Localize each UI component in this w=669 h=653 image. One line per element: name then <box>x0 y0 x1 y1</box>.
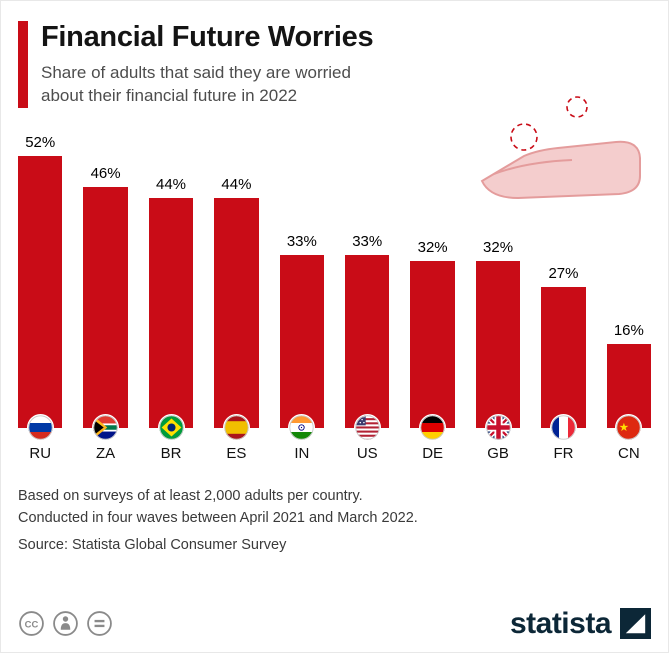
category-label: IN <box>294 445 310 463</box>
flag-br-icon <box>157 414 185 442</box>
bar <box>475 261 521 429</box>
bar-value-label: 44% <box>156 176 187 194</box>
hand-coins-graphic <box>480 96 641 200</box>
category-label: RU <box>29 445 52 463</box>
source-line: Source: Statista Global Consumer Survey <box>18 536 287 553</box>
header-text: Financial Future Worries Share of adults… <box>41 21 374 108</box>
hand-detail-line <box>493 159 573 175</box>
dashed-coin-icon <box>510 123 538 151</box>
bar <box>148 198 194 429</box>
footnote-line-1: Based on surveys of at least 2,000 adult… <box>18 488 363 505</box>
dashed-coin-icon <box>566 96 588 118</box>
flag-ru-icon <box>26 414 54 442</box>
flag-za-icon <box>92 414 120 442</box>
cc-license-badges: CC <box>18 610 113 637</box>
bar <box>18 156 63 429</box>
bar-value-label: 46% <box>90 165 121 183</box>
bar <box>83 187 128 429</box>
svg-text:CC: CC <box>25 619 39 630</box>
bar <box>214 198 259 429</box>
statista-logo-text: statista <box>509 606 612 640</box>
category-label: ZA <box>96 445 116 463</box>
cc-icon[interactable]: CC <box>18 610 45 637</box>
chart-column: 32% DE <box>410 239 455 463</box>
chart-column: 44% ES <box>214 176 259 463</box>
category-label: DE <box>422 445 444 463</box>
bar-chart: 52% RU 46% ZA 44% BR 44% ES 33% IN 33% US 32% DE 32% GB… <box>1 134 668 462</box>
svg-text:★: ★ <box>619 421 629 434</box>
bar-value-label: 33% <box>352 233 383 251</box>
bar-value-label: 32% <box>417 239 448 257</box>
subtitle-line-2: about their financial future in 2022 <box>41 86 298 106</box>
chart-column: 32% GB <box>475 239 521 463</box>
chart-column: 27% FR <box>541 265 586 463</box>
bar-value-label: 16% <box>613 322 644 340</box>
title-accent-bar <box>18 21 28 109</box>
bar <box>541 287 586 429</box>
flag-in-icon <box>288 414 316 442</box>
bar <box>410 261 455 429</box>
subtitle-line-1: Share of adults that said they are worri… <box>41 63 351 83</box>
flag-fr-icon <box>549 414 577 442</box>
page-title: Financial Future Worries <box>41 21 374 53</box>
flag-cn-icon: ★ <box>615 414 643 442</box>
chart-column: 52% RU <box>18 134 63 463</box>
equals-icon[interactable] <box>86 610 113 637</box>
flag-es-icon <box>222 414 250 442</box>
bar-value-label: 32% <box>483 239 514 257</box>
open-hand-icon <box>480 140 641 200</box>
chart-column: 16% ★ CN <box>606 322 652 463</box>
header: Financial Future Worries Share of adults… <box>1 1 668 109</box>
attribution-icon[interactable] <box>52 610 79 637</box>
category-label: FR <box>553 445 574 463</box>
bar-value-label: 52% <box>25 134 56 152</box>
chart-column: 33% IN <box>279 233 325 463</box>
category-label: ES <box>226 445 247 463</box>
chart-subtitle: Share of adults that said they are worri… <box>41 62 373 108</box>
flag-de-icon <box>419 414 447 442</box>
chart-column: 46% ZA <box>83 165 128 463</box>
flag-us-icon <box>353 414 381 442</box>
bar-value-label: 33% <box>286 233 317 251</box>
category-label: US <box>356 445 378 463</box>
flag-gb-icon <box>484 414 512 442</box>
bar <box>279 255 325 429</box>
bar <box>345 255 390 429</box>
footnote-line-2: Conducted in four waves between April 20… <box>18 510 418 527</box>
bar-value-label: 44% <box>221 176 252 194</box>
category-label: BR <box>160 445 182 463</box>
chart-column: 33% US <box>345 233 390 463</box>
chart-column: 44% BR <box>148 176 194 463</box>
statista-logo[interactable]: statista <box>510 608 651 639</box>
bottom-bar: CC statista <box>18 608 651 639</box>
statista-logo-mark-icon <box>620 608 651 639</box>
category-label: CN <box>618 445 640 463</box>
bar-value-label: 27% <box>548 265 579 283</box>
hand-coins-illustration <box>476 87 648 219</box>
footnote: Based on surveys of at least 2,000 adult… <box>1 486 668 556</box>
category-label: GB <box>487 445 509 463</box>
